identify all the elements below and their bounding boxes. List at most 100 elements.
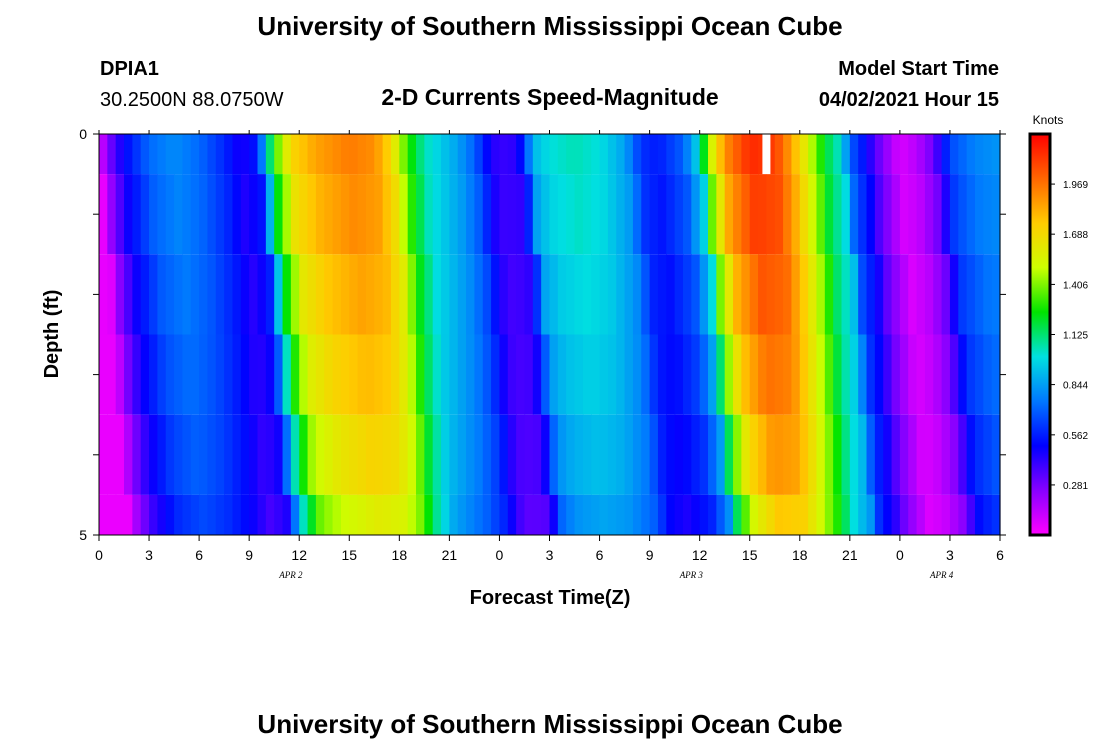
heatmap-cell xyxy=(449,334,459,415)
heatmap-cell xyxy=(699,414,709,495)
x-tick-label: 6 xyxy=(996,547,1004,563)
heatmap-cell xyxy=(315,494,325,535)
x-tick-label: 6 xyxy=(596,547,604,563)
heatmap-cell xyxy=(716,134,726,175)
heatmap-cell xyxy=(657,334,667,415)
heatmap-cell xyxy=(582,334,592,415)
heatmap-cell xyxy=(933,254,943,335)
heatmap-cell xyxy=(858,134,868,175)
heatmap-cell xyxy=(115,494,125,535)
heatmap-cell xyxy=(365,174,375,255)
heatmap-cell xyxy=(624,174,634,255)
heatmap-cell xyxy=(724,174,734,255)
heatmap-cell xyxy=(524,174,534,255)
heatmap-cell xyxy=(449,174,459,255)
heatmap-cell xyxy=(174,174,184,255)
x-tick-label: 12 xyxy=(692,547,708,563)
heatmap-cell xyxy=(457,254,467,335)
heatmap-cell xyxy=(708,174,717,255)
heatmap-cell xyxy=(157,254,167,335)
heatmap-cell xyxy=(699,334,709,415)
date-label: APR 3 xyxy=(679,570,704,580)
heatmap-cell xyxy=(791,254,801,335)
heatmap-cell xyxy=(816,134,826,175)
heatmap-cell xyxy=(215,334,225,415)
heatmap-cell xyxy=(307,414,317,495)
heatmap-cell xyxy=(324,134,334,175)
heatmap-cell xyxy=(399,134,409,175)
heatmap-cell xyxy=(607,414,617,495)
heatmap-cell xyxy=(599,334,609,415)
x-tick-label: 18 xyxy=(392,547,408,563)
colorbar-tick-label: 0.562 xyxy=(1063,431,1088,442)
heatmap-cell xyxy=(524,134,534,175)
heatmap-cell xyxy=(390,134,400,175)
heatmap-cell xyxy=(899,174,909,255)
heatmap-cell xyxy=(566,254,576,335)
heatmap-cell xyxy=(265,174,275,255)
heatmap-cell xyxy=(933,174,943,255)
heatmap-cell xyxy=(324,174,334,255)
heatmap-cell xyxy=(624,334,634,415)
heatmap-cell xyxy=(407,334,417,415)
heatmap-cell xyxy=(774,334,784,415)
heatmap-cell xyxy=(941,254,951,335)
heatmap-cell xyxy=(149,494,158,535)
heatmap-cell xyxy=(207,494,217,535)
heatmap-cell xyxy=(274,334,284,415)
heatmap-cell xyxy=(716,494,726,535)
heatmap-cell xyxy=(691,494,701,535)
heatmap-cell xyxy=(908,134,918,175)
heatmap-cell xyxy=(257,334,267,415)
heatmap-cell xyxy=(524,254,534,335)
heatmap-cell xyxy=(524,334,534,415)
heatmap-cell xyxy=(616,254,626,335)
heatmap-cell xyxy=(974,414,984,495)
heatmap-cell xyxy=(190,494,200,535)
heatmap-cell xyxy=(749,254,759,335)
heatmap-cell xyxy=(132,414,142,495)
heatmap-cell xyxy=(574,494,584,535)
heatmap-cell xyxy=(232,254,242,335)
heatmap-cell xyxy=(824,134,834,175)
heatmap-cell xyxy=(107,414,117,495)
model-start-time: 04/02/2021 Hour 15 xyxy=(819,89,999,111)
heatmap-cell xyxy=(124,414,133,495)
heatmap-cell xyxy=(224,254,234,335)
heatmap-cell xyxy=(491,334,501,415)
heatmap-cell xyxy=(641,254,651,335)
heatmap-cell xyxy=(190,414,200,495)
heatmap-cell xyxy=(741,174,751,255)
heatmap-cell xyxy=(340,174,350,255)
heatmap-cell xyxy=(282,414,292,495)
heatmap-cell xyxy=(591,174,601,255)
heatmap-cell xyxy=(566,174,576,255)
heatmap-cell xyxy=(290,134,300,175)
heatmap-cell xyxy=(115,254,125,335)
heatmap-cell xyxy=(666,414,676,495)
colorbar-unit-label: Knots xyxy=(1033,113,1064,127)
heatmap-cell xyxy=(791,334,801,415)
heatmap-cell xyxy=(758,254,767,335)
heatmap-cell xyxy=(307,334,317,415)
heatmap-cell xyxy=(557,134,567,175)
heatmap-cell xyxy=(257,134,267,175)
heatmap-cell xyxy=(307,134,317,175)
heatmap-cell xyxy=(808,414,818,495)
heatmap-cell xyxy=(766,134,776,175)
heatmap-cell xyxy=(274,254,284,335)
heatmap-cell xyxy=(441,174,450,255)
heatmap-cell xyxy=(382,414,392,495)
heatmap-cell xyxy=(783,494,793,535)
heatmap-cell xyxy=(349,334,359,415)
heatmap-cell xyxy=(416,414,425,495)
heatmap-cell xyxy=(632,334,642,415)
heatmap-cell xyxy=(190,174,200,255)
heatmap-cell xyxy=(315,174,325,255)
x-tick-label: 6 xyxy=(195,547,203,563)
heatmap-cell xyxy=(99,174,108,255)
heatmap-cell xyxy=(607,494,617,535)
heatmap-cell xyxy=(449,414,459,495)
heatmap-cell xyxy=(399,254,409,335)
heatmap-cell xyxy=(407,494,417,535)
